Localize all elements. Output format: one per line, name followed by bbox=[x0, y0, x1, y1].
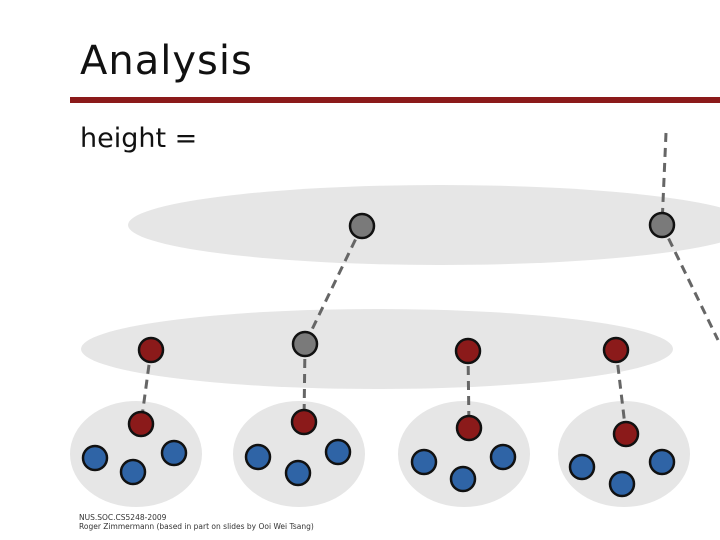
red-node bbox=[137, 336, 165, 364]
red-node bbox=[290, 408, 318, 436]
blue-node bbox=[410, 448, 438, 476]
cluster-ellipse-1 bbox=[70, 401, 202, 507]
edge-top-to-middle bbox=[303, 225, 364, 345]
cluster-ellipse-2 bbox=[233, 401, 365, 507]
blue-node bbox=[324, 438, 352, 466]
red-node bbox=[612, 420, 640, 448]
blue-node bbox=[81, 444, 109, 472]
edge-right-up bbox=[660, 132, 668, 226]
red-node bbox=[455, 414, 483, 442]
footer-course: NUS.SOC.CS5248-2009 bbox=[79, 513, 167, 522]
blue-node bbox=[568, 453, 596, 481]
edge-right-down bbox=[660, 224, 720, 341]
footer-credit: Roger Zimmermann (based in part on slide… bbox=[79, 522, 314, 531]
blue-node bbox=[244, 443, 272, 471]
blue-node bbox=[119, 458, 147, 486]
cluster-ellipse-3 bbox=[398, 401, 530, 507]
blue-node bbox=[608, 470, 636, 498]
gray-node bbox=[348, 212, 376, 240]
blue-node bbox=[489, 443, 517, 471]
blue-node bbox=[449, 465, 477, 493]
blue-node bbox=[648, 448, 676, 476]
red-node bbox=[127, 410, 155, 438]
blue-node bbox=[160, 439, 188, 467]
cluster-ellipse-4 bbox=[558, 401, 690, 507]
top-layer-ellipse bbox=[128, 185, 720, 265]
gray-node bbox=[291, 330, 319, 358]
body-text: height = bbox=[80, 123, 198, 154]
title-divider bbox=[70, 97, 720, 103]
middle-layer-ellipse bbox=[81, 309, 673, 389]
footer: NUS.SOC.CS5248-2009 Roger Zimmermann (ba… bbox=[79, 513, 314, 531]
red-node bbox=[602, 336, 630, 364]
slide-title: Analysis bbox=[80, 38, 253, 84]
blue-node bbox=[284, 459, 312, 487]
gray-node bbox=[648, 211, 676, 239]
red-node bbox=[454, 337, 482, 365]
